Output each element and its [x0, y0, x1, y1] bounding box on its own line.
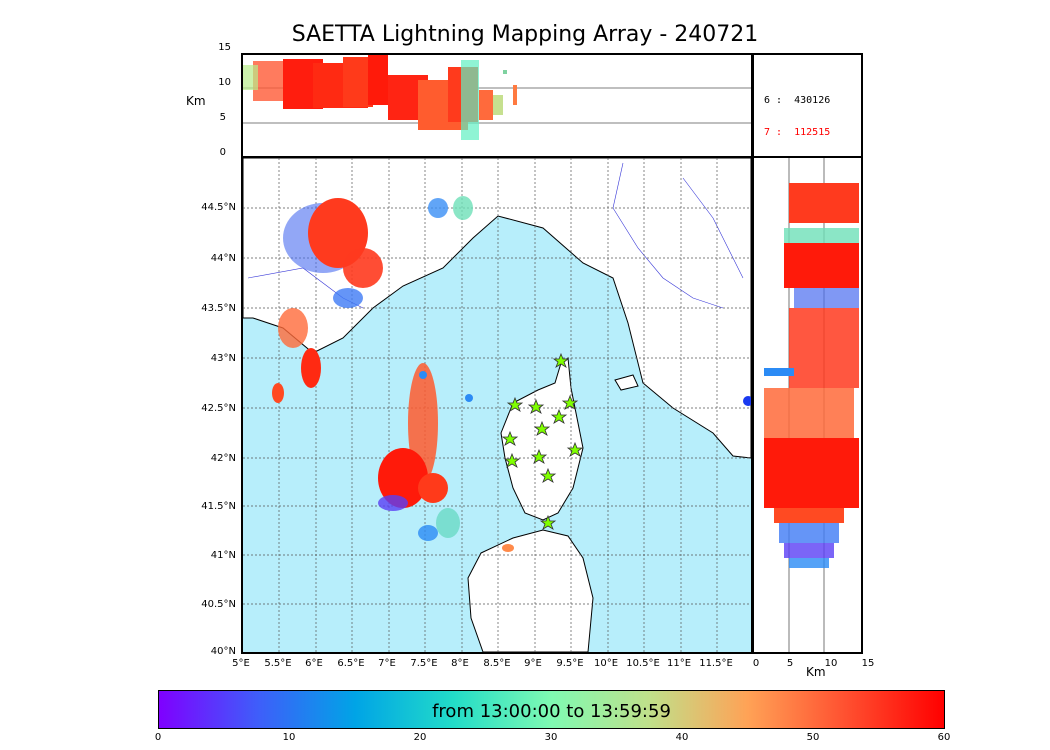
map-svg — [243, 158, 751, 652]
river — [612, 162, 724, 309]
station-star — [530, 448, 548, 464]
chart-title: SAETTA Lightning Mapping Array - 240721 — [291, 22, 759, 47]
lat-tick: 40.5°N — [201, 599, 236, 610]
lon-tick: 6°E — [305, 658, 323, 669]
lat-tick: 41.5°N — [201, 501, 236, 512]
lon-tick: 8°E — [451, 658, 469, 669]
colorbar-tick: 50 — [806, 732, 820, 743]
side-panel-xlabel: Km — [806, 665, 826, 679]
lon-tick: 5°E — [232, 658, 250, 669]
station-star — [501, 430, 519, 446]
altitude-longitude-plot — [243, 55, 751, 140]
latitude-altitude-plot — [764, 158, 859, 652]
lightning-sources-side — [764, 183, 859, 568]
station-star — [533, 420, 551, 436]
top-ytick-10: 10 — [218, 77, 231, 88]
map-panel — [241, 156, 753, 654]
side-xtick-0: 0 — [752, 658, 760, 669]
station-star — [561, 394, 579, 410]
lat-tick: 41°N — [210, 550, 236, 561]
lon-tick: 6.5°E — [337, 658, 365, 669]
lat-tick: 42°N — [210, 453, 236, 464]
side-xtick-5: 5 — [786, 658, 794, 669]
colorbar-tick: 40 — [675, 732, 689, 743]
lon-tick: 5.5°E — [264, 658, 292, 669]
top-panel-ylabel: Km — [186, 94, 206, 108]
altitude-longitude-panel — [241, 53, 753, 158]
lon-tick: 7°E — [378, 658, 396, 669]
lon-tick: 10°E — [593, 658, 619, 669]
station-star — [552, 352, 570, 368]
lat-tick: 44°N — [210, 253, 236, 264]
stats-row: 7 : 112515 — [764, 126, 831, 138]
lightning-sources-map — [272, 196, 751, 552]
latitude-altitude-panel — [752, 156, 863, 654]
lat-tick: 42.5°N — [201, 403, 236, 414]
station-star — [506, 396, 524, 412]
colorbar-tick: 0 — [154, 732, 162, 743]
colorbar-tick: 20 — [413, 732, 427, 743]
colorbar-label: from 13:00:00 to 13:59:59 — [432, 701, 671, 722]
stats-list: 6 : 430126 7 : 112515 8 : 9544 9 : 1448 … — [764, 75, 836, 156]
top-ytick-0: 0 — [219, 147, 226, 158]
lat-tick: 40°N — [210, 646, 236, 657]
colorbar-tick: 10 — [282, 732, 296, 743]
station-star — [527, 398, 545, 414]
stats-panel: 6 : 430126 7 : 112515 8 : 9544 9 : 1448 … — [752, 53, 863, 158]
stats-row: 6 : 430126 — [764, 95, 831, 106]
side-xtick-10: 10 — [824, 658, 838, 669]
side-xtick-15: 15 — [861, 658, 875, 669]
lat-tick: 43°N — [210, 353, 236, 364]
station-star — [539, 514, 557, 530]
lma-stations — [501, 352, 584, 530]
lon-tick: 9°E — [524, 658, 542, 669]
lat-tick: 43.5°N — [201, 303, 236, 314]
lon-tick: 8.5°E — [483, 658, 511, 669]
colorbar-tick: 60 — [937, 732, 951, 743]
elba-island — [614, 374, 639, 391]
lon-tick: 7.5°E — [410, 658, 438, 669]
lightning-sources-top — [243, 55, 517, 140]
lat-tick: 44.5°N — [201, 202, 236, 213]
station-star — [550, 408, 568, 424]
top-ytick-5: 5 — [219, 112, 226, 123]
top-ytick-15: 15 — [218, 42, 231, 53]
station-star — [503, 452, 521, 468]
lon-tick: 10.5°E — [626, 658, 660, 669]
colorbar-tick: 30 — [544, 732, 558, 743]
lon-tick: 9.5°E — [556, 658, 584, 669]
lon-tick: 11.5°E — [699, 658, 733, 669]
sardinia-island — [467, 529, 594, 652]
station-star — [539, 467, 557, 483]
station-star — [566, 441, 584, 457]
lon-tick: 11°E — [666, 658, 692, 669]
time-colorbar: from 13:00:00 to 13:59:59 — [158, 690, 945, 729]
